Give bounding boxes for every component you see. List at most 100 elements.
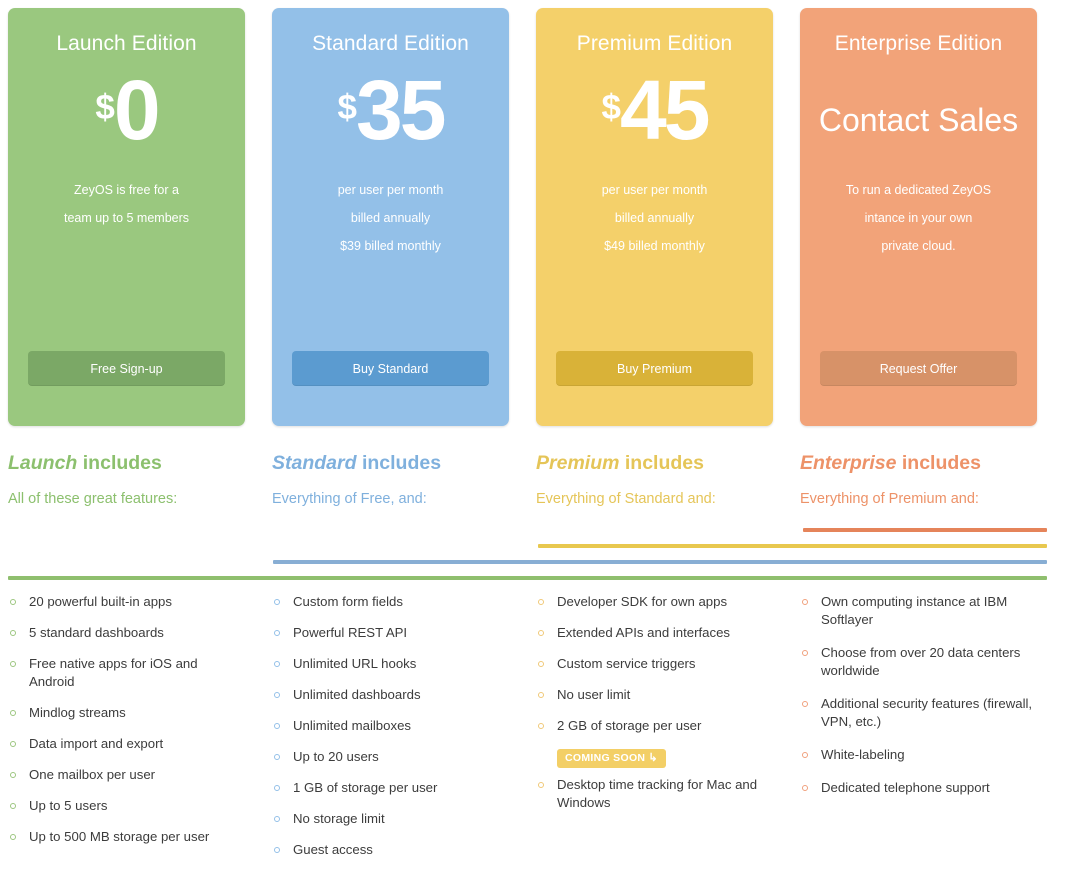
plan-description: per user per month billed annually $39 b… (272, 176, 509, 260)
plan-word: Launch (8, 452, 78, 474)
feature-text: Unlimited URL hooks (293, 656, 417, 671)
request-offer-button[interactable]: Request Offer (820, 351, 1017, 386)
buy-standard-button[interactable]: Buy Standard (292, 351, 489, 386)
list-item: 5 standard dashboards (8, 624, 245, 642)
plan-description: ZeyOS is free for a team up to 5 members (8, 176, 245, 232)
list-item: Free native apps for iOS and Android (8, 655, 245, 691)
includes-subtitle: Everything of Premium and: (800, 491, 979, 507)
bullet-circle-icon (802, 785, 808, 791)
plan-price: $ 0 (95, 63, 161, 168)
bullet-circle-icon (274, 847, 280, 853)
divider-enterprise (803, 528, 1047, 532)
feature-text: One mailbox per user (29, 767, 156, 782)
feature-text: Developer SDK for own apps (557, 594, 728, 609)
feature-text: Unlimited mailboxes (293, 718, 411, 733)
list-item: Custom service triggers (536, 655, 773, 673)
plan-title: Launch Edition (56, 32, 197, 55)
arrow-down-right-icon: ↳ (648, 752, 658, 764)
feature-text: 2 GB of storage per user (557, 718, 702, 733)
bullet-circle-icon (538, 782, 544, 788)
feature-list: Own computing instance at IBM Softlayer … (800, 593, 1037, 797)
bullet-circle-icon (10, 599, 16, 605)
list-item: White-labeling (800, 746, 1037, 764)
includes-word: includes (624, 452, 704, 474)
list-item: Guest access (272, 841, 509, 859)
list-item: 1 GB of storage per user (272, 779, 509, 797)
bullet-circle-icon (10, 630, 16, 636)
list-item: Data import and export (8, 735, 245, 753)
list-item: Up to 500 MB storage per user (8, 828, 245, 846)
bullet-circle-icon (10, 834, 16, 840)
feature-text: Free native apps for iOS and Android (29, 656, 198, 689)
includes-word: includes (82, 452, 162, 474)
badge-label: COMING SOON (565, 752, 646, 764)
list-item: Additional security features (firewall, … (800, 695, 1037, 731)
plan-card-launch: Launch Edition $ 0 ZeyOS is free for a t… (8, 8, 245, 426)
plan-word: Premium (536, 452, 620, 474)
list-item: Developer SDK for own apps (536, 593, 773, 611)
bullet-circle-icon (10, 741, 16, 747)
list-item: No storage limit (272, 810, 509, 828)
list-item: One mailbox per user (8, 766, 245, 784)
plan-subline: $39 billed monthly (340, 239, 441, 253)
bullet-circle-icon (538, 692, 544, 698)
bullet-circle-icon (274, 785, 280, 791)
list-item: 2 GB of storage per user (536, 717, 773, 735)
price-amount: 0 (113, 63, 161, 157)
feature-text: 5 standard dashboards (29, 625, 164, 640)
list-item: Unlimited mailboxes (272, 717, 509, 735)
bullet-circle-icon (538, 661, 544, 667)
feature-text: Custom form fields (293, 594, 403, 609)
currency-symbol: $ (601, 88, 621, 127)
pricing-page: Launch Edition $ 0 ZeyOS is free for a t… (8, 8, 1047, 857)
plan-subline: $49 billed monthly (604, 239, 705, 253)
bullet-circle-icon (802, 650, 808, 656)
list-item: Powerful REST API (272, 624, 509, 642)
plan-description: per user per month billed annually $49 b… (536, 176, 773, 260)
coming-soon-badge: COMING SOON ↳ (557, 749, 666, 768)
feature-list: Developer SDK for own apps Extended APIs… (536, 593, 773, 812)
divider-standard (273, 560, 1047, 564)
includes-title: Enterprise includes (800, 450, 1037, 476)
list-item: Desktop time tracking for Mac and Window… (536, 776, 773, 812)
list-item: Unlimited URL hooks (272, 655, 509, 673)
plan-description: To run a dedicated ZeyOS intance in your… (800, 176, 1037, 260)
feature-text: Up to 500 MB storage per user (29, 829, 210, 844)
list-item: Custom form fields (272, 593, 509, 611)
feature-text: White-labeling (821, 747, 905, 762)
feature-column-standard: Custom form fields Powerful REST API Unl… (272, 593, 509, 872)
plan-subline: intance in your own (864, 211, 973, 225)
plan-subline: ZeyOS is free for a (74, 183, 179, 197)
plan-word: Standard (272, 452, 357, 474)
bullet-circle-icon (274, 599, 280, 605)
plan-subline: billed annually (614, 211, 695, 225)
plan-title: Premium Edition (576, 32, 733, 55)
includes-title: Standard includes (272, 450, 509, 476)
bullet-circle-icon (10, 710, 16, 716)
bullet-circle-icon (538, 599, 544, 605)
bullet-circle-icon (10, 661, 16, 667)
list-item: Up to 20 users (272, 748, 509, 766)
includes-subtitle: Everything of Standard and: (536, 491, 716, 507)
feature-text: Choose from over 20 data centers worldwi… (821, 645, 1021, 678)
price-amount: 45 (620, 63, 710, 157)
feature-text: Up to 20 users (293, 749, 379, 764)
plan-price: $ 35 (338, 68, 447, 168)
includes-heading-standard: Standard includes Everything of Free, an… (272, 450, 509, 509)
feature-list: 20 powerful built-in apps 5 standard das… (8, 593, 245, 846)
feature-column-premium: Developer SDK for own apps Extended APIs… (536, 593, 773, 872)
buy-premium-button[interactable]: Buy Premium (556, 351, 753, 386)
feature-column-launch: 20 powerful built-in apps 5 standard das… (8, 593, 245, 872)
includes-heading-launch: Launch includes All of these great featu… (8, 450, 245, 509)
free-signup-button[interactable]: Free Sign-up (28, 351, 225, 386)
plan-title: Enterprise Edition (834, 32, 1003, 55)
currency-symbol: $ (95, 88, 114, 127)
includes-title: Premium includes (536, 450, 773, 476)
feature-text: Dedicated telephone support (821, 780, 990, 795)
list-item: Unlimited dashboards (272, 686, 509, 704)
feature-text: 1 GB of storage per user (293, 780, 438, 795)
includes-subtitle: Everything of Free, and: (272, 491, 427, 507)
feature-text: Unlimited dashboards (293, 687, 421, 702)
plan-price: Contact Sales (819, 72, 1018, 168)
bullet-circle-icon (274, 754, 280, 760)
